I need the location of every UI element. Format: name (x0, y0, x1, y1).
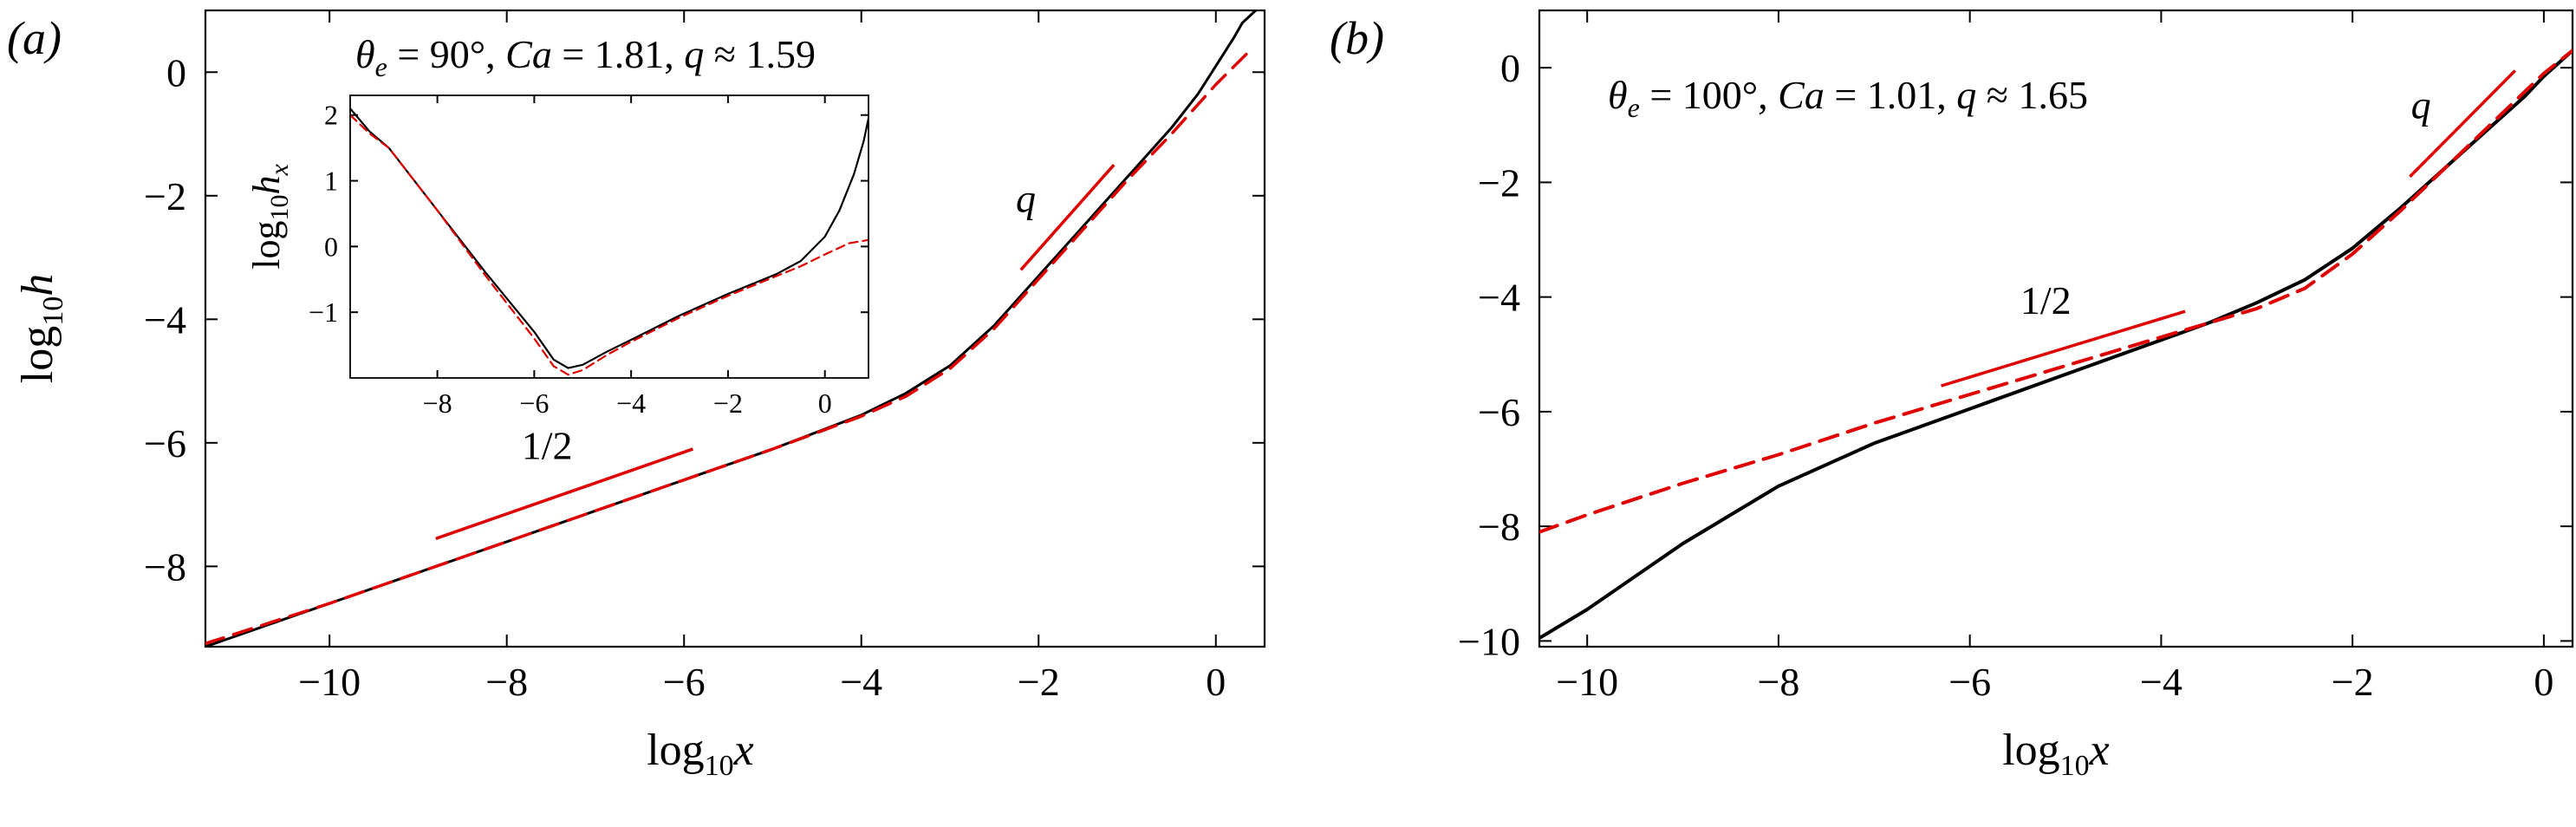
panel-a-ylabel: log10h (13, 274, 69, 383)
b-xtick-label: 0 (2534, 660, 2553, 704)
a-xtick-label: −6 (663, 660, 706, 704)
a-ytick-label: −8 (144, 544, 186, 589)
a-series-dashed-line (205, 52, 1249, 646)
b-slope-label: 1/2 (2020, 278, 2072, 322)
inset-ylabel: log10hx (245, 164, 294, 270)
inset-ytick-label: −1 (309, 296, 338, 328)
a-ytick-label: 0 (166, 50, 186, 94)
a-xtick-label: −8 (485, 660, 528, 704)
inset-xtick-label: −2 (713, 387, 743, 419)
inset-xtick-label: 0 (818, 387, 832, 419)
panel-b-label: (b) (1330, 12, 1384, 64)
b-ytick-label: −4 (1478, 276, 1520, 320)
a-ytick-label: −6 (144, 421, 186, 466)
inset-xtick-label: −6 (519, 387, 549, 419)
a-xtick-label: −4 (840, 660, 882, 704)
a-slope-label: 1/2 (522, 424, 573, 468)
panel-a-annotation: θe = 90°, Ca = 1.81, q ≈ 1.59 (355, 32, 816, 82)
panel-a-plot-area: −10 −8 −6 −4 −2 0−8−6−4−201/2q (144, 10, 1265, 704)
a-slope-label: q (1016, 177, 1036, 221)
panel-b-annotation: θe = 100°, Ca = 1.01, q ≈ 1.65 (1608, 73, 2088, 123)
inset-xtick-label: −8 (423, 387, 452, 419)
inset-plot-area: −8 −6 −4 −2 0 −1 0 1 2 (309, 95, 868, 419)
b-series-dashed-line (1539, 49, 2573, 534)
a-slope-marker-line (1019, 163, 1116, 271)
b-slope-label: q (2411, 83, 2431, 127)
b-xtick-label: −2 (2332, 660, 2374, 704)
b-slope-marker-line (2409, 69, 2517, 178)
b-ytick-label: 0 (1500, 46, 1520, 90)
panel-a: −10 −8 −6 −4 −2 0−8−6−4−201/2q (a) log10h log… (7, 9, 1266, 782)
inset-ytick-label: 2 (324, 100, 338, 131)
panel-b-xlabel: log10x (2002, 726, 2110, 782)
panel-b-frame (1538, 9, 2574, 648)
b-xtick-label: −10 (1556, 660, 1618, 704)
inset-ytick-label: 0 (324, 231, 338, 262)
panel-a-frame (204, 9, 1266, 648)
inset-xtick-label: −4 (616, 387, 646, 419)
b-ytick-label: −6 (1478, 390, 1520, 434)
panel-b-plot-area: −10 −8 −6 −4 −2 0 −10 −8 −6 −4 −2 0 1/2 q (1458, 10, 2573, 704)
panel-a-inset: −8 −6 −4 −2 0 −1 0 1 2 log10hx (245, 94, 869, 419)
inset-ytick-label: 1 (324, 166, 338, 197)
a-xtick-label: 0 (1206, 660, 1226, 704)
b-xtick-label: −4 (2140, 660, 2182, 704)
panel-b: −10 −8 −6 −4 −2 0−10−8−6−4−201/2q (b) log10x … (1330, 9, 2574, 782)
panel-a-label: (a) (7, 12, 62, 64)
panel-a-xlabel: log10x (647, 726, 754, 782)
b-ytick-label: −2 (1478, 160, 1520, 205)
a-xtick-label: −2 (1018, 660, 1060, 704)
b-xtick-label: −8 (1757, 660, 1799, 704)
b-xtick-label: −6 (1948, 660, 1991, 704)
a-slope-marker-line (435, 447, 694, 540)
inset-series-dashed-line (350, 114, 868, 376)
b-ytick-label: −8 (1478, 505, 1520, 549)
b-series-solid-line (1539, 49, 2573, 641)
inset-background (350, 95, 868, 378)
a-ytick-label: −2 (144, 174, 186, 218)
a-xtick-label: −10 (298, 660, 361, 704)
b-ytick-label: −10 (1458, 619, 1520, 663)
b-slope-marker-line (1941, 309, 2186, 387)
inset-frame (349, 94, 869, 379)
a-ytick-label: −4 (144, 297, 186, 342)
